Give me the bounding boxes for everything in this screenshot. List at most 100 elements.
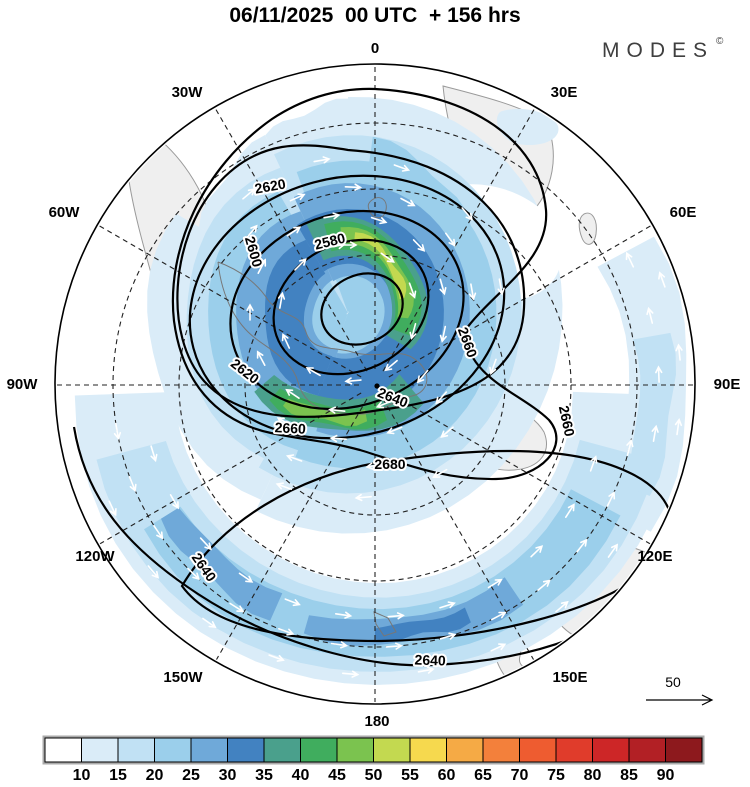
wind-arrow bbox=[328, 406, 346, 414]
wind-arrow bbox=[408, 282, 417, 299]
wind-arrow bbox=[675, 343, 683, 361]
wind-arrow bbox=[246, 224, 258, 239]
wind-arrow bbox=[626, 438, 634, 456]
wind-arrow bbox=[589, 455, 598, 472]
colorbar-tick-label: 45 bbox=[328, 767, 346, 782]
wind-arrow bbox=[329, 434, 347, 443]
wind-arrow bbox=[489, 358, 497, 376]
reference-arrow-glyph bbox=[646, 694, 714, 706]
wind-arrow bbox=[257, 258, 267, 274]
colorbar-tick-label: 85 bbox=[620, 767, 638, 782]
wind-arrow bbox=[468, 283, 477, 301]
contour-label: 2660 bbox=[274, 419, 306, 437]
wind-arrow bbox=[435, 391, 448, 405]
wind-arrow bbox=[607, 543, 619, 558]
longitude-label-150e: 150E bbox=[552, 669, 587, 686]
shading-band bbox=[324, 221, 422, 336]
wind-arrow bbox=[342, 670, 360, 678]
wind-arrow bbox=[275, 482, 293, 490]
wind-arrow bbox=[354, 493, 372, 502]
colorbar-tick-label: 40 bbox=[292, 767, 310, 782]
wind-arrow bbox=[108, 500, 117, 517]
colorbar-tick-label: 10 bbox=[73, 767, 91, 782]
wind-arrow bbox=[674, 418, 683, 436]
colorbar-tick-label: 15 bbox=[109, 767, 127, 782]
antarctica-coastline bbox=[217, 197, 428, 637]
colorbar-cell bbox=[628, 737, 666, 763]
colorbar-tick-label: 65 bbox=[474, 767, 492, 782]
wind-arrow bbox=[400, 197, 416, 207]
wind-arrow bbox=[281, 332, 291, 349]
wind-arrow bbox=[384, 359, 398, 372]
longitude-label-90w: 90W bbox=[7, 376, 39, 393]
wind-arrow bbox=[490, 643, 507, 652]
wind-arrow bbox=[286, 226, 302, 237]
wind-arrow bbox=[289, 193, 306, 202]
map-boundary-circle bbox=[54, 63, 696, 705]
colorbar-cell bbox=[227, 737, 265, 763]
wind-arrow bbox=[409, 323, 417, 340]
wind-arrow bbox=[278, 628, 295, 636]
reference-arrow: 50 bbox=[646, 674, 714, 706]
colorbar-cell bbox=[190, 737, 228, 763]
wind-arrow bbox=[440, 426, 454, 438]
contour-label: 2680 bbox=[374, 456, 405, 472]
wind-arrow bbox=[285, 454, 303, 462]
colorbar-tick-label: 20 bbox=[146, 767, 164, 782]
wind-arrow bbox=[646, 306, 654, 324]
longitude-labels: 0 30E 60E 90E 120E 150E 180 150W 120W 90W 60W 30W bbox=[7, 40, 741, 730]
wind-arrow bbox=[439, 601, 456, 609]
longitude-label-120w: 120W bbox=[75, 548, 115, 565]
wind-arrow bbox=[651, 424, 659, 442]
wind-arrow bbox=[199, 537, 212, 551]
colorbar-tick-label: 25 bbox=[182, 767, 200, 782]
wind-arrow bbox=[242, 188, 256, 200]
wind-arrow bbox=[461, 207, 473, 221]
colorbar-cell bbox=[519, 737, 557, 763]
wind-arrow bbox=[344, 183, 363, 191]
wind-arrow bbox=[487, 578, 503, 589]
wind-arrow bbox=[412, 239, 426, 252]
wind-arrow bbox=[464, 340, 472, 357]
wind-arrow bbox=[439, 278, 447, 296]
wind-arrow bbox=[268, 654, 285, 662]
longitude-label-120e: 120E bbox=[637, 548, 672, 565]
shading-band bbox=[265, 239, 333, 396]
wind-arrow bbox=[365, 462, 383, 470]
colorbar-tick-label: 30 bbox=[219, 767, 237, 782]
wind-arrow bbox=[344, 377, 362, 385]
longitude-label-180: 180 bbox=[364, 713, 389, 730]
wind-arrow bbox=[113, 422, 122, 441]
colorbar-cell bbox=[336, 737, 374, 763]
wind-arrow bbox=[387, 612, 405, 620]
wind-arrow bbox=[246, 303, 254, 321]
shading-band bbox=[161, 507, 283, 621]
land-shape bbox=[578, 212, 597, 245]
wind-arrow bbox=[606, 491, 616, 507]
wind-arrow bbox=[238, 572, 254, 583]
wind-arrow bbox=[491, 611, 507, 621]
wind-arrow bbox=[128, 475, 137, 493]
colorbar-cell bbox=[555, 737, 593, 763]
colorbar-cell bbox=[154, 737, 192, 763]
wind-arrow bbox=[416, 369, 429, 384]
wind-arrow bbox=[187, 567, 201, 581]
longitude-label-60w: 60W bbox=[49, 204, 81, 221]
colorbar-cell bbox=[81, 737, 119, 763]
wind-arrow bbox=[537, 579, 551, 591]
colorbar-cell bbox=[373, 737, 411, 763]
wind-arrow bbox=[294, 258, 307, 271]
wind-arrow bbox=[147, 565, 160, 579]
shading-band bbox=[375, 607, 471, 642]
wind-arrow bbox=[305, 367, 321, 377]
shading-band bbox=[624, 332, 676, 496]
longitude-label-0: 0 bbox=[371, 40, 379, 57]
wind-arrow bbox=[576, 538, 588, 553]
longitude-label-90e: 90E bbox=[714, 376, 741, 393]
pole-marker-dot bbox=[374, 383, 380, 389]
wind-arrow bbox=[256, 350, 266, 366]
wind-arrow bbox=[284, 598, 301, 607]
chart-title: 06/11/2025 00 UTC + 156 hrs bbox=[229, 4, 520, 27]
